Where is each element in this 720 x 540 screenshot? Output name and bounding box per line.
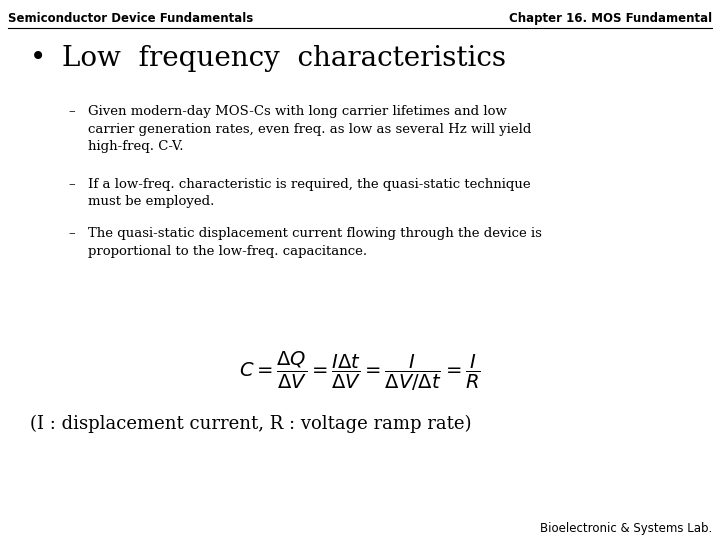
Text: –: –: [68, 178, 75, 191]
Text: Semiconductor Device Fundamentals: Semiconductor Device Fundamentals: [8, 12, 253, 25]
Text: The quasi-static displacement current flowing through the device is
proportional: The quasi-static displacement current fl…: [88, 227, 542, 258]
Text: Bioelectronic & Systems Lab.: Bioelectronic & Systems Lab.: [540, 522, 712, 535]
Text: $C = \dfrac{\Delta Q}{\Delta V} = \dfrac{I\Delta t}{\Delta V} = \dfrac{I}{\Delta: $C = \dfrac{\Delta Q}{\Delta V} = \dfrac…: [239, 350, 481, 393]
Text: •: •: [30, 45, 46, 72]
Text: Chapter 16. MOS Fundamental: Chapter 16. MOS Fundamental: [509, 12, 712, 25]
Text: Given modern-day MOS-Cs with long carrier lifetimes and low
carrier generation r: Given modern-day MOS-Cs with long carrie…: [88, 105, 531, 153]
Text: –: –: [68, 105, 75, 118]
Text: If a low-freq. characteristic is required, the quasi-static technique
must be em: If a low-freq. characteristic is require…: [88, 178, 531, 208]
Text: –: –: [68, 227, 75, 240]
Text: Low  frequency  characteristics: Low frequency characteristics: [62, 45, 506, 72]
Text: (I : displacement current, R : voltage ramp rate): (I : displacement current, R : voltage r…: [30, 415, 472, 433]
